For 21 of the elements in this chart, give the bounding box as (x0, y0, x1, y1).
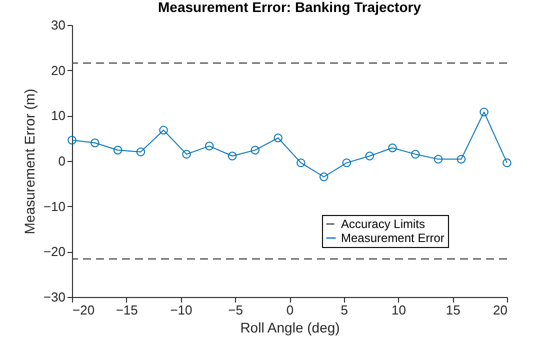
y-tick-label: 10 (51, 108, 66, 124)
x-tick-label: −10 (170, 302, 192, 318)
y-tick-label: 30 (51, 18, 66, 32)
y-tick-label: 20 (51, 62, 66, 78)
y-tick-label: −30 (43, 290, 66, 304)
x-tick-label: 15 (446, 302, 460, 318)
x-tick-label: −20 (72, 302, 95, 318)
legend-label: Accuracy Limits (341, 217, 426, 231)
x-axis-title: Roll Angle (deg) (240, 320, 340, 336)
x-tick-label: −5 (228, 302, 244, 318)
y-tick-label: −20 (43, 244, 66, 260)
x-tick-label: 10 (392, 302, 406, 318)
x-tick-label: 20 (493, 302, 508, 318)
x-tick-label: 5 (340, 302, 348, 318)
x-tick-label: −15 (116, 302, 138, 318)
legend-label: Measurement Error (341, 231, 444, 245)
y-tick-label: −10 (43, 198, 66, 214)
x-tick-label: 0 (286, 302, 294, 318)
chart-title: Measurement Error: Banking Trajectory (158, 0, 422, 15)
y-axis-title: Measurement Error (m) (21, 88, 38, 234)
y-tick-label: 0 (58, 154, 66, 168)
